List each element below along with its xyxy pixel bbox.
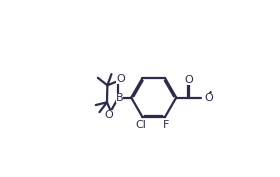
- Text: Cl: Cl: [136, 119, 146, 130]
- Text: O: O: [185, 75, 193, 85]
- Text: O: O: [204, 93, 213, 102]
- Text: O: O: [105, 110, 113, 120]
- Text: B: B: [116, 93, 123, 102]
- Text: F: F: [163, 119, 169, 130]
- Text: O: O: [116, 74, 125, 84]
